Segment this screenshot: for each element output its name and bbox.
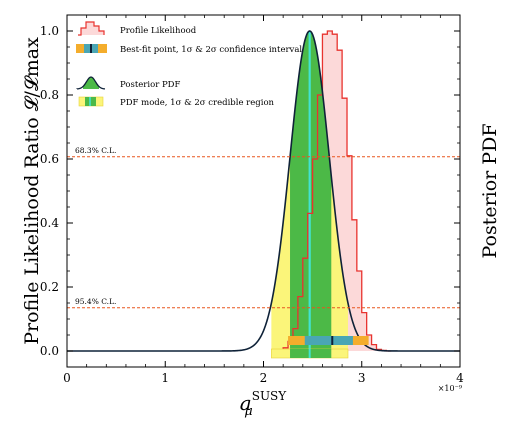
x-scale-label: ×10⁻⁹ (438, 384, 463, 393)
legend-item-ci: Best-fit point, 1σ & 2σ confidence inter… (76, 44, 302, 55)
cl-label-1: 95.4% C.L. (75, 297, 116, 306)
y-tick-label-5: 1.0 (40, 24, 59, 38)
x-tick-label-1: 1 (161, 371, 169, 385)
confidence-interval-1sigma (304, 336, 353, 345)
profile-likelihood-line (282, 30, 392, 352)
x-tick-label-0: 0 (63, 371, 71, 385)
legend-label-posterior: Posterior PDF (120, 80, 180, 90)
y-tick-label-2: 0.4 (40, 216, 59, 230)
x-axis-label: aSUSY μ (240, 389, 287, 419)
x-tick-label-4: 4 (456, 371, 464, 385)
legend-profile-fill-icon (78, 22, 104, 35)
legend-posterior-fill-icon (83, 77, 99, 89)
legend-label-cr: PDF mode, 1σ & 2σ credible region (120, 98, 275, 108)
y-tick-label-0: 0.0 (40, 344, 59, 358)
plot-frame (66, 14, 461, 368)
cl-label-0: 68.3% C.L. (75, 146, 116, 155)
legend-item-profile: Profile Likelihood (78, 21, 197, 36)
y-axis-label-right: Posterior PDF (479, 123, 501, 258)
legend-item-posterior: Posterior PDF (76, 76, 180, 90)
y-tick-label-1: 0.2 (40, 280, 59, 294)
legend-posterior-line-icon (76, 76, 106, 90)
y-tick-label-3: 0.6 (40, 152, 59, 166)
y-axis-label-left: Profile Likelihood Ratio 𝓛/𝓛max (21, 37, 43, 345)
legend-item-cr: PDF mode, 1σ & 2σ credible region (78, 96, 275, 108)
x-tick-label-2: 2 (260, 371, 268, 385)
legend-label-ci: Best-fit point, 1σ & 2σ confidence inter… (120, 45, 302, 55)
y-tick-label-4: 0.8 (40, 88, 59, 102)
posterior-pdf-line (67, 30, 460, 352)
legend-profile-line-icon (78, 21, 105, 36)
x-tick-label-3: 3 (358, 371, 366, 385)
legend-label-profile: Profile Likelihood (120, 26, 197, 36)
